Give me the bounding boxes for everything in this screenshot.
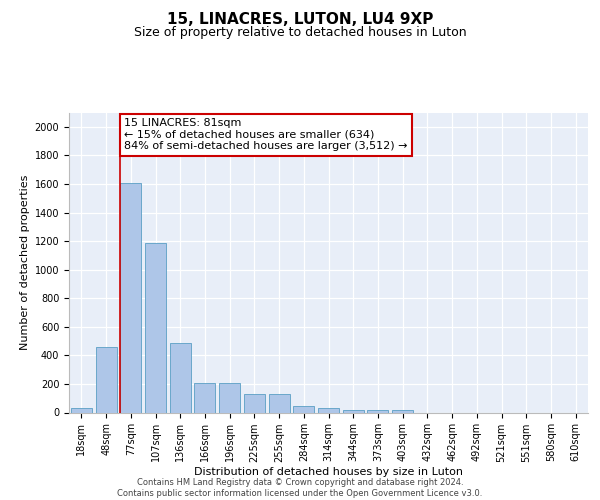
Bar xyxy=(95,347,116,412)
Bar xyxy=(71,408,92,412)
Bar xyxy=(269,394,290,412)
Bar xyxy=(170,342,191,412)
Bar xyxy=(318,408,339,412)
Bar xyxy=(392,410,413,412)
Bar xyxy=(244,394,265,412)
Bar xyxy=(145,242,166,412)
Bar xyxy=(194,382,215,412)
Bar xyxy=(343,410,364,412)
Bar xyxy=(120,182,141,412)
Text: 15 LINACRES: 81sqm
← 15% of detached houses are smaller (634)
84% of semi-detach: 15 LINACRES: 81sqm ← 15% of detached hou… xyxy=(124,118,407,152)
Text: Size of property relative to detached houses in Luton: Size of property relative to detached ho… xyxy=(134,26,466,39)
Text: 15, LINACRES, LUTON, LU4 9XP: 15, LINACRES, LUTON, LU4 9XP xyxy=(167,12,433,28)
Y-axis label: Number of detached properties: Number of detached properties xyxy=(20,175,31,350)
Bar xyxy=(293,406,314,412)
X-axis label: Distribution of detached houses by size in Luton: Distribution of detached houses by size … xyxy=(194,468,463,477)
Text: Contains HM Land Registry data © Crown copyright and database right 2024.
Contai: Contains HM Land Registry data © Crown c… xyxy=(118,478,482,498)
Bar xyxy=(219,382,240,412)
Bar xyxy=(367,410,388,412)
